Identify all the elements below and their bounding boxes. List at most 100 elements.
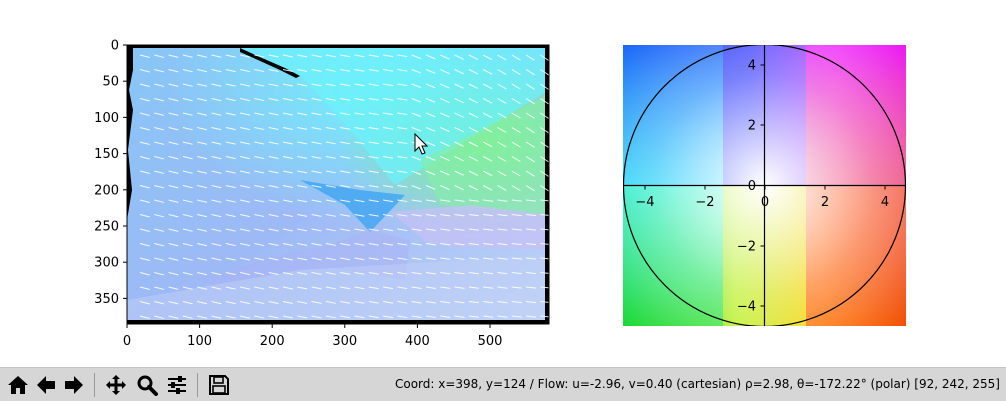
flow-arrow: [311, 185, 322, 188]
flow-arrow: [511, 156, 521, 163]
flow-arrow: [511, 98, 521, 105]
flow-arrow: [340, 112, 351, 116]
flow-arrow: [211, 243, 222, 247]
flow-arrow: [525, 54, 535, 61]
flow-arrow: [297, 98, 308, 101]
flow-arrow: [425, 301, 436, 304]
flow-arrow: [211, 272, 222, 276]
flow-arrow: [254, 301, 265, 305]
x-tick-label: 0: [123, 334, 131, 349]
flow-arrow: [282, 112, 293, 116]
flow-arrow: [340, 127, 351, 130]
flow-arrow: [239, 185, 250, 189]
flow-arrow: [168, 214, 179, 218]
save-button[interactable]: [206, 372, 231, 397]
flow-arrow: [268, 301, 279, 305]
configure-subplots-button[interactable]: [164, 372, 189, 397]
flow-arrow: [139, 228, 150, 232]
flow-arrow: [311, 243, 322, 246]
flow-axes-frame: [126, 44, 550, 325]
flow-arrow: [154, 83, 165, 87]
flow-arrow: [311, 286, 322, 290]
flow-arrow: [411, 257, 422, 261]
y-tick-label: 2: [748, 119, 756, 134]
flow-arrow: [197, 228, 208, 232]
flow-arrow: [239, 54, 250, 58]
flow-arrow: [282, 54, 293, 58]
flow-arrow: [397, 286, 408, 290]
wheel-x-ticks: −4 −2 0 2 4: [635, 185, 889, 210]
flow-arrow: [254, 112, 265, 116]
flow-arrow: [268, 69, 279, 73]
flow-arrow: [440, 112, 450, 118]
flow-arrow: [182, 301, 193, 305]
flow-arrow: [297, 54, 308, 58]
flow-arrow: [468, 199, 479, 202]
flow-arrow: [383, 69, 394, 72]
flow-arrow: [311, 83, 322, 87]
x-tick-label: 100: [187, 334, 212, 349]
flow-arrow: [468, 54, 479, 60]
flow-arrow: [182, 214, 193, 218]
flow-arrow: [354, 315, 365, 319]
flow-arrow: [511, 112, 521, 119]
back-button[interactable]: [33, 372, 58, 397]
home-button[interactable]: [5, 372, 30, 397]
flow-arrow: [225, 301, 236, 305]
color-wheel[interactable]: [565, 0, 965, 367]
flow-arrow: [468, 170, 479, 176]
flow-arrow: [282, 257, 293, 261]
flow-arrow: [197, 170, 208, 174]
flow-arrow: [168, 54, 179, 58]
flow-arrow: [383, 315, 394, 319]
magnifier-icon: [137, 375, 158, 396]
flow-arrow: [411, 156, 422, 161]
flow-arrow: [454, 243, 465, 246]
y-tick-label: −2: [737, 240, 756, 255]
flow-arrow: [540, 156, 549, 163]
flow-arrow: [311, 272, 322, 275]
flow-arrow: [182, 141, 193, 145]
flow-arrow: [354, 141, 365, 145]
flow-arrow: [511, 54, 521, 61]
flow-arrow: [368, 315, 379, 319]
flow-arrow: [354, 127, 365, 130]
flow-arrow: [311, 228, 322, 232]
flow-arrow: [254, 228, 265, 232]
flow-arrow: [325, 83, 336, 87]
flow-arrow: [511, 185, 521, 192]
arrow-left-icon: [36, 375, 55, 394]
flow-arrow: [254, 156, 265, 160]
flow-arrow: [340, 141, 351, 145]
flow-arrow: [254, 214, 265, 218]
flow-arrow: [354, 112, 365, 116]
flow-arrow: [482, 127, 493, 133]
flow-arrow: [525, 83, 535, 90]
flow-image[interactable]: [127, 45, 550, 324]
pan-button[interactable]: [103, 372, 128, 397]
flow-arrow: [225, 228, 236, 232]
flow-arrow: [411, 127, 422, 132]
flow-arrow: [182, 257, 193, 261]
flow-arrow: [368, 170, 379, 174]
flow-arrow: [325, 301, 336, 304]
flow-arrow: [340, 170, 351, 174]
flow-arrow: [383, 156, 394, 159]
flow-arrow: [482, 156, 493, 162]
flow-arrow: [497, 286, 508, 289]
flow-arrow: [482, 83, 493, 90]
flow-arrow: [225, 83, 236, 87]
flow-arrow: [282, 83, 293, 87]
zoom-button[interactable]: [134, 372, 159, 397]
forward-button[interactable]: [61, 372, 86, 397]
flow-arrow: [340, 286, 351, 290]
flow-arrow: [425, 112, 436, 118]
flow-arrow: [211, 286, 222, 290]
flow-arrow: [397, 127, 408, 130]
flow-arrow: [540, 141, 549, 148]
flow-arrow: [411, 286, 422, 290]
flow-arrow: [268, 127, 279, 131]
flow-arrow: [397, 257, 408, 261]
flow-arrow: [297, 185, 308, 188]
